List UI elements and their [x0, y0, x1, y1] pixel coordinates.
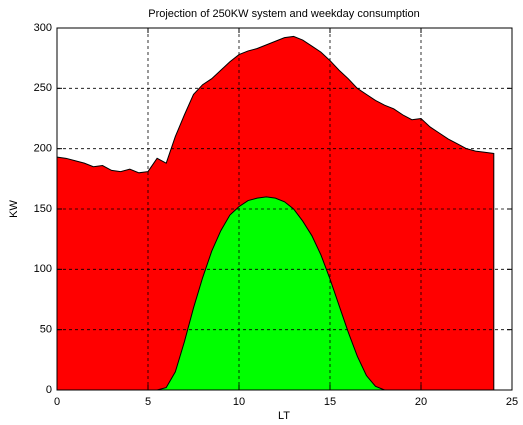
- y-tick-label: 100: [34, 263, 52, 275]
- y-tick-label: 50: [40, 324, 52, 336]
- x-tick-label: 25: [506, 396, 518, 408]
- y-axis-label: KW: [8, 200, 20, 218]
- plot-frame: [56, 27, 513, 391]
- x-tick-label: 15: [324, 396, 336, 408]
- y-tick-label: 300: [34, 22, 52, 34]
- y-tick-label: 0: [46, 384, 52, 396]
- x-axis-label: LT: [278, 410, 290, 422]
- y-tick-label: 250: [34, 82, 52, 94]
- chart-title: Projection of 250KW system and weekday c…: [148, 8, 419, 20]
- x-tick-label: 5: [145, 396, 151, 408]
- x-tick-label: 10: [233, 396, 245, 408]
- x-tick-label: 20: [415, 396, 427, 408]
- y-tick-label: 150: [34, 203, 52, 215]
- x-tick-label: 0: [54, 396, 60, 408]
- y-tick-label: 200: [34, 143, 52, 155]
